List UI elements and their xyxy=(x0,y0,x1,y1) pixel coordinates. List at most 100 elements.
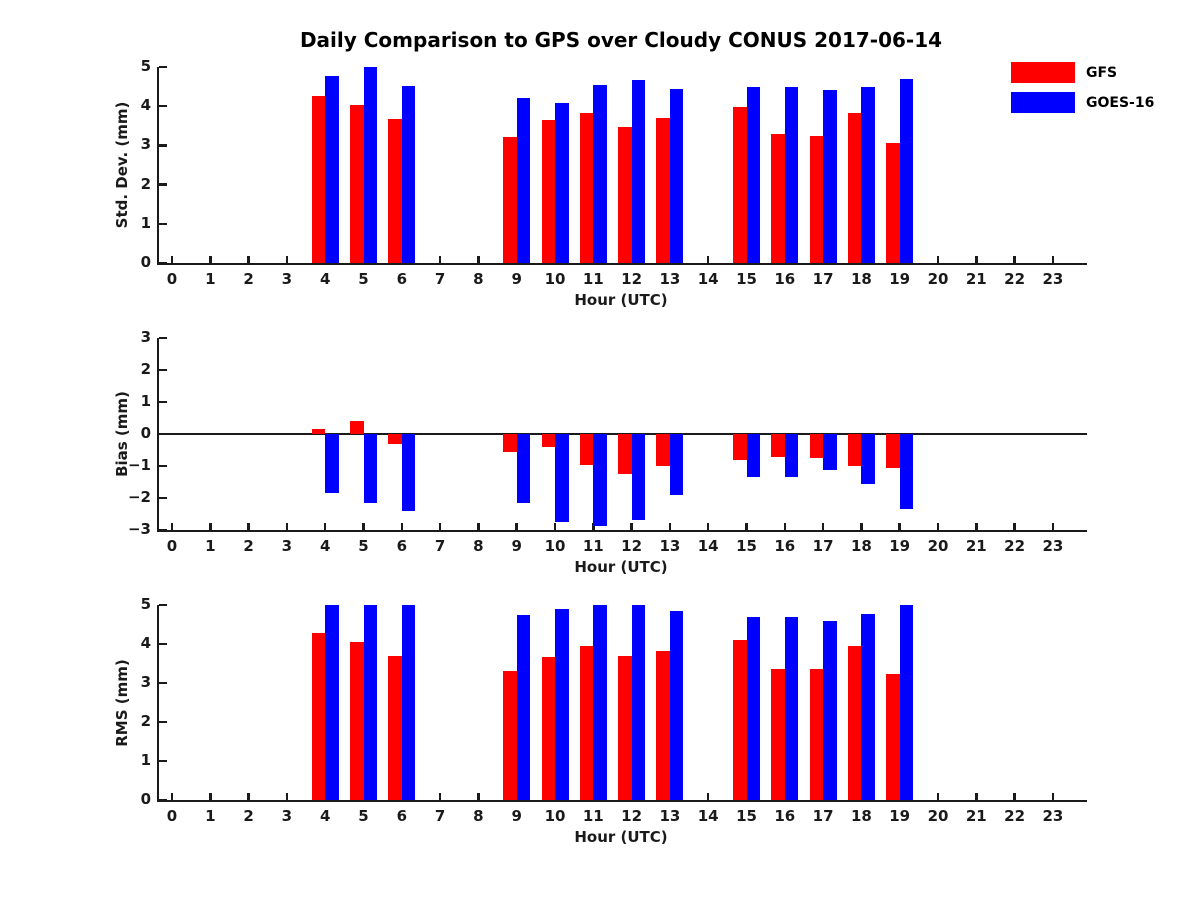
x-tick-label: 20 xyxy=(927,537,949,555)
x-tick-label: 16 xyxy=(774,270,796,288)
y-tick-label: 0 xyxy=(140,253,151,271)
legend-row-gfs: GFS xyxy=(1011,62,1154,83)
x-tick-label: 18 xyxy=(850,537,872,555)
y-tick-label: 4 xyxy=(140,634,151,652)
gfs-bar-h9 xyxy=(503,434,517,452)
x-tick-label: 8 xyxy=(473,537,484,555)
x-tick-label: 5 xyxy=(358,270,369,288)
y-tick xyxy=(159,681,167,685)
x-tick-label: 21 xyxy=(965,270,987,288)
gfs-bar-h10 xyxy=(541,656,555,800)
goes16-bar-h12 xyxy=(631,79,646,263)
gfs-bar-h18 xyxy=(847,645,862,800)
x-tick-label: 8 xyxy=(473,807,484,825)
goes16-bar-h17 xyxy=(823,621,837,800)
y-tick xyxy=(159,496,167,500)
gfs-bar-h13 xyxy=(656,434,670,466)
bias-x-axis-label: Hour (UTC) xyxy=(574,558,668,576)
x-tick xyxy=(860,523,863,530)
x-tick-label: 12 xyxy=(621,807,643,825)
goes16-bar-h6 xyxy=(401,605,416,800)
x-tick xyxy=(975,793,978,800)
x-tick xyxy=(209,793,212,800)
goes16-bar-h11 xyxy=(593,605,607,800)
y-tick-label: −3 xyxy=(127,520,151,538)
x-tick xyxy=(745,523,748,530)
x-tick-label: 6 xyxy=(396,807,408,825)
goes16-bar-h11 xyxy=(593,85,607,263)
gfs-bar-h6 xyxy=(388,656,402,800)
x-tick xyxy=(477,523,480,530)
gfs-bar-h5 xyxy=(350,105,364,263)
x-tick-label: 4 xyxy=(319,270,331,288)
y-tick-label: 0 xyxy=(140,424,151,442)
rms-plot-area: 0 1 2 3 4 5 0 1 2 3 4 5 6 7 8 9 10 11 12 13 14 15 16 17 18 19 20 21… xyxy=(141,595,1087,825)
goes16-bar-h10 xyxy=(555,434,569,523)
y-tick xyxy=(159,183,167,186)
x-tick-label: 3 xyxy=(281,807,293,825)
x-tick-label: 11 xyxy=(582,270,604,288)
x-tick xyxy=(975,523,978,530)
x-tick xyxy=(477,793,480,800)
x-tick-label: 20 xyxy=(927,807,949,825)
x-tick xyxy=(1013,793,1016,800)
x-tick-label: 10 xyxy=(544,270,566,288)
gfs-bar-h19 xyxy=(886,434,900,468)
x-tick-label: 11 xyxy=(582,537,604,555)
goes16-bar-h9 xyxy=(516,434,531,503)
x-tick-label: 2 xyxy=(243,537,254,555)
x-tick-label: 13 xyxy=(659,807,681,825)
goes16-bar-h19 xyxy=(899,434,914,510)
x-tick xyxy=(247,256,250,263)
goes16-bar-h4 xyxy=(325,76,339,263)
legend-row-goes16: GOES-16 xyxy=(1011,92,1154,113)
gfs-bar-h4 xyxy=(311,96,326,263)
x-tick-label: 13 xyxy=(659,537,681,555)
y-tick xyxy=(159,798,167,802)
x-tick xyxy=(1051,256,1055,263)
x-tick-label: 7 xyxy=(434,537,446,555)
gfs-bar-h17 xyxy=(809,668,824,800)
gfs-bar-h11 xyxy=(579,112,594,263)
gfs-bar-h9 xyxy=(503,671,517,800)
x-tick-label: 13 xyxy=(659,270,681,288)
x-tick-label: 2 xyxy=(243,270,254,288)
goes16-bar-h15 xyxy=(746,87,760,263)
y-tick xyxy=(159,104,167,108)
y-tick-label: 5 xyxy=(140,57,151,75)
goes16-swatch xyxy=(1011,92,1075,113)
x-tick xyxy=(821,523,825,530)
x-tick-label: 14 xyxy=(697,807,719,825)
legend: GFS GOES-16 xyxy=(1011,62,1154,122)
x-tick xyxy=(668,523,672,530)
gfs-bar-h15 xyxy=(733,107,747,263)
x-tick-label: 2 xyxy=(243,807,254,825)
goes16-bar-h18 xyxy=(861,434,875,485)
x-tick-label: 4 xyxy=(319,537,331,555)
y-tick-label: 5 xyxy=(140,595,151,613)
x-tick-label: 23 xyxy=(1042,270,1064,288)
goes16-bar-h16 xyxy=(784,86,799,263)
x-tick-label: 0 xyxy=(166,270,178,288)
y-tick-label: 1 xyxy=(140,213,151,232)
x-tick xyxy=(553,523,557,530)
gfs-bar-h12 xyxy=(618,126,632,263)
x-tick xyxy=(936,256,940,263)
y-tick xyxy=(159,222,167,226)
x-tick-label: 23 xyxy=(1042,537,1064,555)
x-tick xyxy=(209,256,212,263)
y-tick-label: 2 xyxy=(140,712,151,730)
goes16-bar-h4 xyxy=(325,434,339,493)
gfs-bar-h9 xyxy=(503,136,517,263)
goes16-bar-h17 xyxy=(823,89,837,263)
x-tick-label: 0 xyxy=(166,537,178,555)
y-tick xyxy=(159,528,167,532)
y-tick xyxy=(159,65,167,69)
goes16-bar-h12 xyxy=(631,434,646,521)
y-tick xyxy=(159,336,167,340)
x-tick-label: 17 xyxy=(812,270,834,288)
goes16-bar-h6 xyxy=(401,86,416,263)
x-tick-label: 17 xyxy=(812,807,834,825)
goes16-bar-h9 xyxy=(516,614,531,800)
gfs-bar-h4 xyxy=(311,633,326,800)
